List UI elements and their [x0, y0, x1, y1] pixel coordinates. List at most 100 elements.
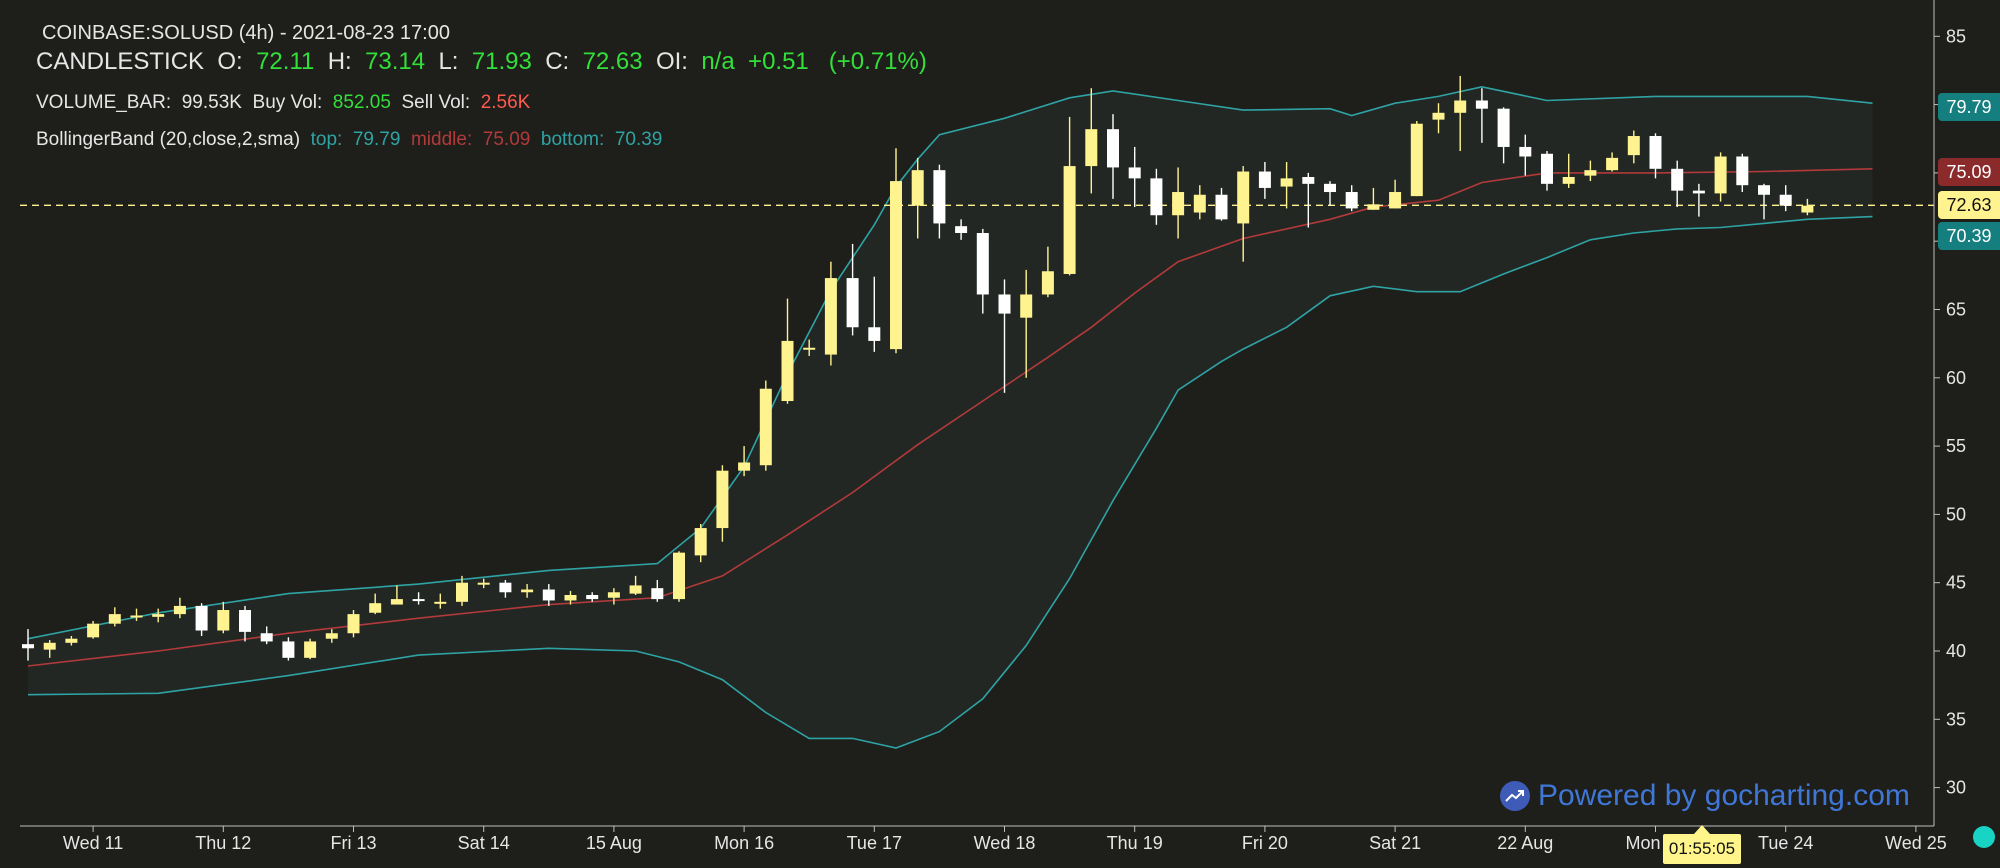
y-tick-label: 60: [1946, 368, 1966, 388]
bearish-candle: [1497, 108, 1510, 147]
y-tick-label: 50: [1946, 504, 1966, 524]
x-tick-label: Tue 24: [1758, 833, 1813, 853]
bearish-candle: [1736, 156, 1749, 186]
candles-layer: [22, 75, 1814, 661]
bullish-candle: [152, 614, 165, 617]
bullish-candle: [629, 585, 642, 594]
bearish-candle: [998, 294, 1011, 314]
bullish-candle: [434, 601, 447, 604]
bollinger-middle-line: [27, 168, 1873, 667]
bearish-candle: [868, 327, 881, 341]
bearish-candle: [1692, 190, 1705, 194]
bullish-candle: [1193, 194, 1206, 213]
bullish-candle: [108, 614, 121, 624]
bearish-candle: [846, 278, 859, 328]
bearish-candle: [542, 589, 555, 601]
bearish-candle: [1519, 146, 1532, 157]
bearish-candle: [1150, 178, 1163, 216]
status-dot-icon[interactable]: [1973, 826, 1995, 848]
bearish-candle: [933, 170, 946, 224]
bb-bottom-price-tag: 70.39: [1938, 221, 2000, 250]
bearish-candle: [1215, 194, 1228, 220]
bullish-candle: [673, 552, 685, 600]
bullish-candle: [1432, 112, 1445, 120]
y-tick-label: 85: [1946, 26, 1966, 46]
bearish-candle: [239, 610, 251, 632]
bullish-candle: [1410, 123, 1423, 197]
bollinger-bottom-line: [27, 215, 1873, 749]
bullish-candle: [1606, 157, 1619, 171]
bearish-candle: [260, 633, 273, 642]
y-tick-label: 55: [1946, 436, 1966, 456]
bullish-candle: [1172, 192, 1185, 216]
branding-text: Powered by gocharting.com: [1538, 779, 1910, 812]
bullish-candle: [1801, 205, 1814, 213]
bearish-candle: [1107, 129, 1119, 168]
bullish-candle: [911, 170, 924, 206]
bullish-candle: [65, 638, 78, 643]
x-tick-label: Mon 16: [714, 833, 774, 853]
last-price-tag: 72.63: [1938, 191, 2000, 220]
bullish-candle: [304, 641, 317, 658]
y-tick-label: 40: [1946, 641, 1966, 661]
branding-watermark[interactable]: Powered by gocharting.com: [1500, 776, 1910, 816]
bearish-candle: [1302, 176, 1315, 184]
x-tick-label: Thu 19: [1107, 833, 1163, 853]
x-tick-label: Tue 17: [847, 833, 902, 853]
bearish-candle: [1671, 168, 1684, 191]
bearish-candle: [1541, 153, 1553, 184]
bearish-candle: [976, 233, 989, 295]
bearish-candle: [22, 644, 34, 649]
x-tick-label: 15 Aug: [586, 833, 642, 853]
bullish-candle: [390, 599, 403, 605]
trend-icon: [1500, 781, 1530, 811]
bullish-candle: [803, 347, 816, 350]
bullish-candle: [738, 462, 751, 471]
bearish-candle: [1128, 167, 1141, 179]
bullish-candle: [173, 605, 186, 615]
bullish-candle: [1280, 178, 1293, 187]
bb-middle-price-tag: 75.09: [1938, 157, 2000, 186]
bearish-candle: [1324, 183, 1336, 193]
crosshair-time-label: 01:55:05: [1663, 825, 1741, 864]
bearish-candle: [282, 641, 295, 658]
bullish-candle: [130, 615, 143, 618]
bearish-candle: [586, 594, 599, 600]
bullish-candle: [1237, 171, 1250, 224]
bullish-candle: [824, 278, 837, 355]
bullish-candle: [325, 633, 338, 639]
bullish-candle: [890, 181, 902, 350]
x-tick-label: Fri 13: [330, 833, 376, 853]
y-tick-label: 65: [1946, 300, 1966, 320]
bullish-candle: [477, 582, 490, 585]
bearish-candle: [195, 605, 208, 631]
bearish-candle: [1258, 171, 1271, 188]
bullish-candle: [1454, 100, 1467, 113]
bullish-candle: [217, 610, 230, 631]
bullish-candle: [564, 594, 577, 601]
bullish-candle: [1020, 294, 1033, 318]
bullish-candle: [43, 642, 56, 650]
bullish-candle: [1063, 166, 1076, 274]
x-tick-label: Wed 18: [974, 833, 1036, 853]
bullish-candle: [456, 582, 468, 602]
bearish-candle: [651, 588, 664, 600]
bullish-candle: [1627, 136, 1640, 156]
bullish-candle: [1389, 192, 1402, 209]
bullish-candle: [1085, 129, 1098, 167]
bullish-candle: [1041, 271, 1054, 295]
x-tick-label: Fri 20: [1242, 833, 1288, 853]
bullish-candle: [347, 614, 360, 634]
bullish-candle: [607, 592, 620, 598]
bearish-candle: [499, 582, 512, 593]
bearish-candle: [1779, 194, 1792, 206]
bullish-candle: [1584, 170, 1597, 176]
x-tick-label: Sat 21: [1369, 833, 1421, 853]
bullish-candle: [1714, 156, 1727, 194]
bb-top-price-tag: 79.79: [1938, 93, 2000, 122]
bearish-candle: [1475, 100, 1488, 109]
bearish-candle: [412, 599, 425, 602]
bullish-candle: [694, 528, 707, 556]
bearish-candle: [1649, 136, 1662, 169]
